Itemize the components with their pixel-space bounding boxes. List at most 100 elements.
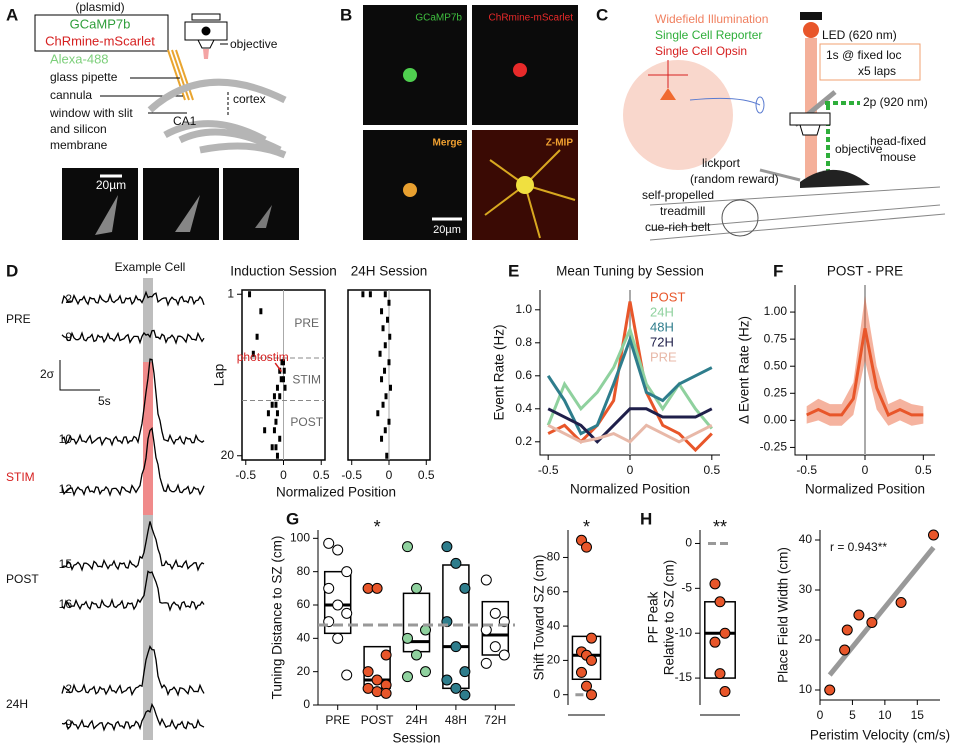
image-label: Z-MIP: [546, 138, 574, 149]
event: [383, 367, 387, 374]
point: [450, 682, 462, 694]
panel-label: C: [596, 5, 608, 24]
event: [384, 393, 388, 400]
annotation: PRE: [294, 316, 319, 330]
scale-bar: [59, 360, 100, 391]
event: [259, 308, 263, 315]
y-tick-label: 1: [227, 286, 234, 300]
trace: [61, 290, 205, 307]
label: objective: [230, 37, 278, 51]
x-tick-label: -0.5: [235, 468, 256, 482]
y-tick-label: 80: [297, 564, 311, 578]
trace: [61, 358, 205, 447]
event: [272, 427, 276, 434]
point: [411, 582, 422, 594]
line: [547, 407, 713, 444]
micrographs: [363, 5, 578, 240]
event: [275, 384, 279, 391]
point: [402, 541, 413, 553]
event: [380, 376, 384, 383]
point: [709, 578, 721, 590]
x-tick-label: 0: [817, 708, 824, 722]
label: ChRmine-mScarlet: [45, 33, 155, 48]
legend-item: Widefield Illumination: [655, 12, 768, 26]
point: [362, 682, 374, 694]
chart-title: Induction Session: [230, 264, 337, 279]
event: [378, 350, 382, 357]
y-axis-label: Event Rate (Hz): [492, 324, 507, 420]
point: [576, 666, 587, 678]
event: [275, 452, 279, 459]
y-tick-label: 0.4: [515, 401, 532, 415]
group-label: POST: [6, 572, 39, 586]
event: [275, 410, 279, 417]
y-tick-label: 100: [290, 531, 310, 545]
x-tick-label: 0.5: [313, 468, 330, 482]
trace: [61, 427, 205, 497]
x-tick-label: 10: [878, 708, 892, 722]
event: [274, 444, 278, 451]
event: [274, 418, 278, 425]
label: cue-rich belt: [645, 220, 711, 234]
label: lickport: [702, 156, 741, 170]
point: [450, 641, 462, 653]
label: 1s @ fixed loc: [826, 48, 902, 62]
point: [459, 666, 471, 678]
event: [381, 325, 385, 332]
point: [498, 649, 510, 661]
chart-title: 24H Session: [351, 264, 428, 279]
event: [278, 367, 282, 374]
event: [388, 384, 392, 391]
title: Example Cell: [115, 260, 186, 274]
x-tick-label: 5: [849, 708, 856, 722]
y-tick-label: 20: [297, 664, 311, 678]
scale-label: 5s: [98, 394, 111, 408]
point: [841, 624, 853, 636]
y-tick-label: 0.00: [764, 413, 788, 427]
point: [450, 557, 462, 569]
point: [459, 582, 471, 594]
x-tick-label: -0.5: [538, 463, 559, 477]
axes: [794, 285, 935, 456]
x-tick-label: 72H: [484, 713, 506, 727]
panel-label: A: [6, 5, 18, 24]
y-tick-label: 20: [547, 653, 561, 667]
panel-label: H: [640, 509, 652, 528]
point: [586, 689, 597, 701]
y-tick-label: 20: [221, 448, 235, 462]
x-tick-label: 48H: [445, 713, 467, 727]
event: [282, 359, 285, 366]
x-axis-label: Peristim Velocity (cm/s): [810, 728, 950, 743]
legend-item: Single Cell Reporter: [655, 28, 762, 42]
y-axis-label: Relative to SZ (cm): [662, 560, 677, 676]
scale-label: 20µm: [433, 224, 461, 236]
lap-label: 9: [65, 717, 72, 731]
event: [263, 427, 267, 434]
point: [824, 684, 836, 696]
point: [853, 609, 865, 621]
y-tick-label: 0: [303, 697, 310, 711]
point: [714, 596, 726, 608]
event: [270, 444, 274, 451]
group-label: PRE: [6, 312, 31, 326]
point: [341, 566, 353, 578]
point: [380, 687, 392, 699]
axes: [317, 530, 515, 706]
point: [839, 644, 851, 656]
label: window with slit: [49, 106, 133, 120]
legend-item: 72H: [650, 334, 674, 349]
line: [547, 423, 713, 444]
annotation: STIM: [292, 372, 321, 386]
line: [806, 328, 924, 417]
scale-label: 20µm: [96, 178, 126, 192]
event: [383, 342, 387, 349]
point: [586, 632, 597, 644]
panel-label: E: [508, 261, 519, 280]
label: treadmill: [660, 204, 705, 218]
label: self-propelled: [642, 188, 714, 202]
point: [928, 529, 940, 541]
point: [581, 680, 592, 692]
x-tick-label: -0.5: [341, 468, 362, 482]
x-tick-label: 0.5: [703, 463, 720, 477]
